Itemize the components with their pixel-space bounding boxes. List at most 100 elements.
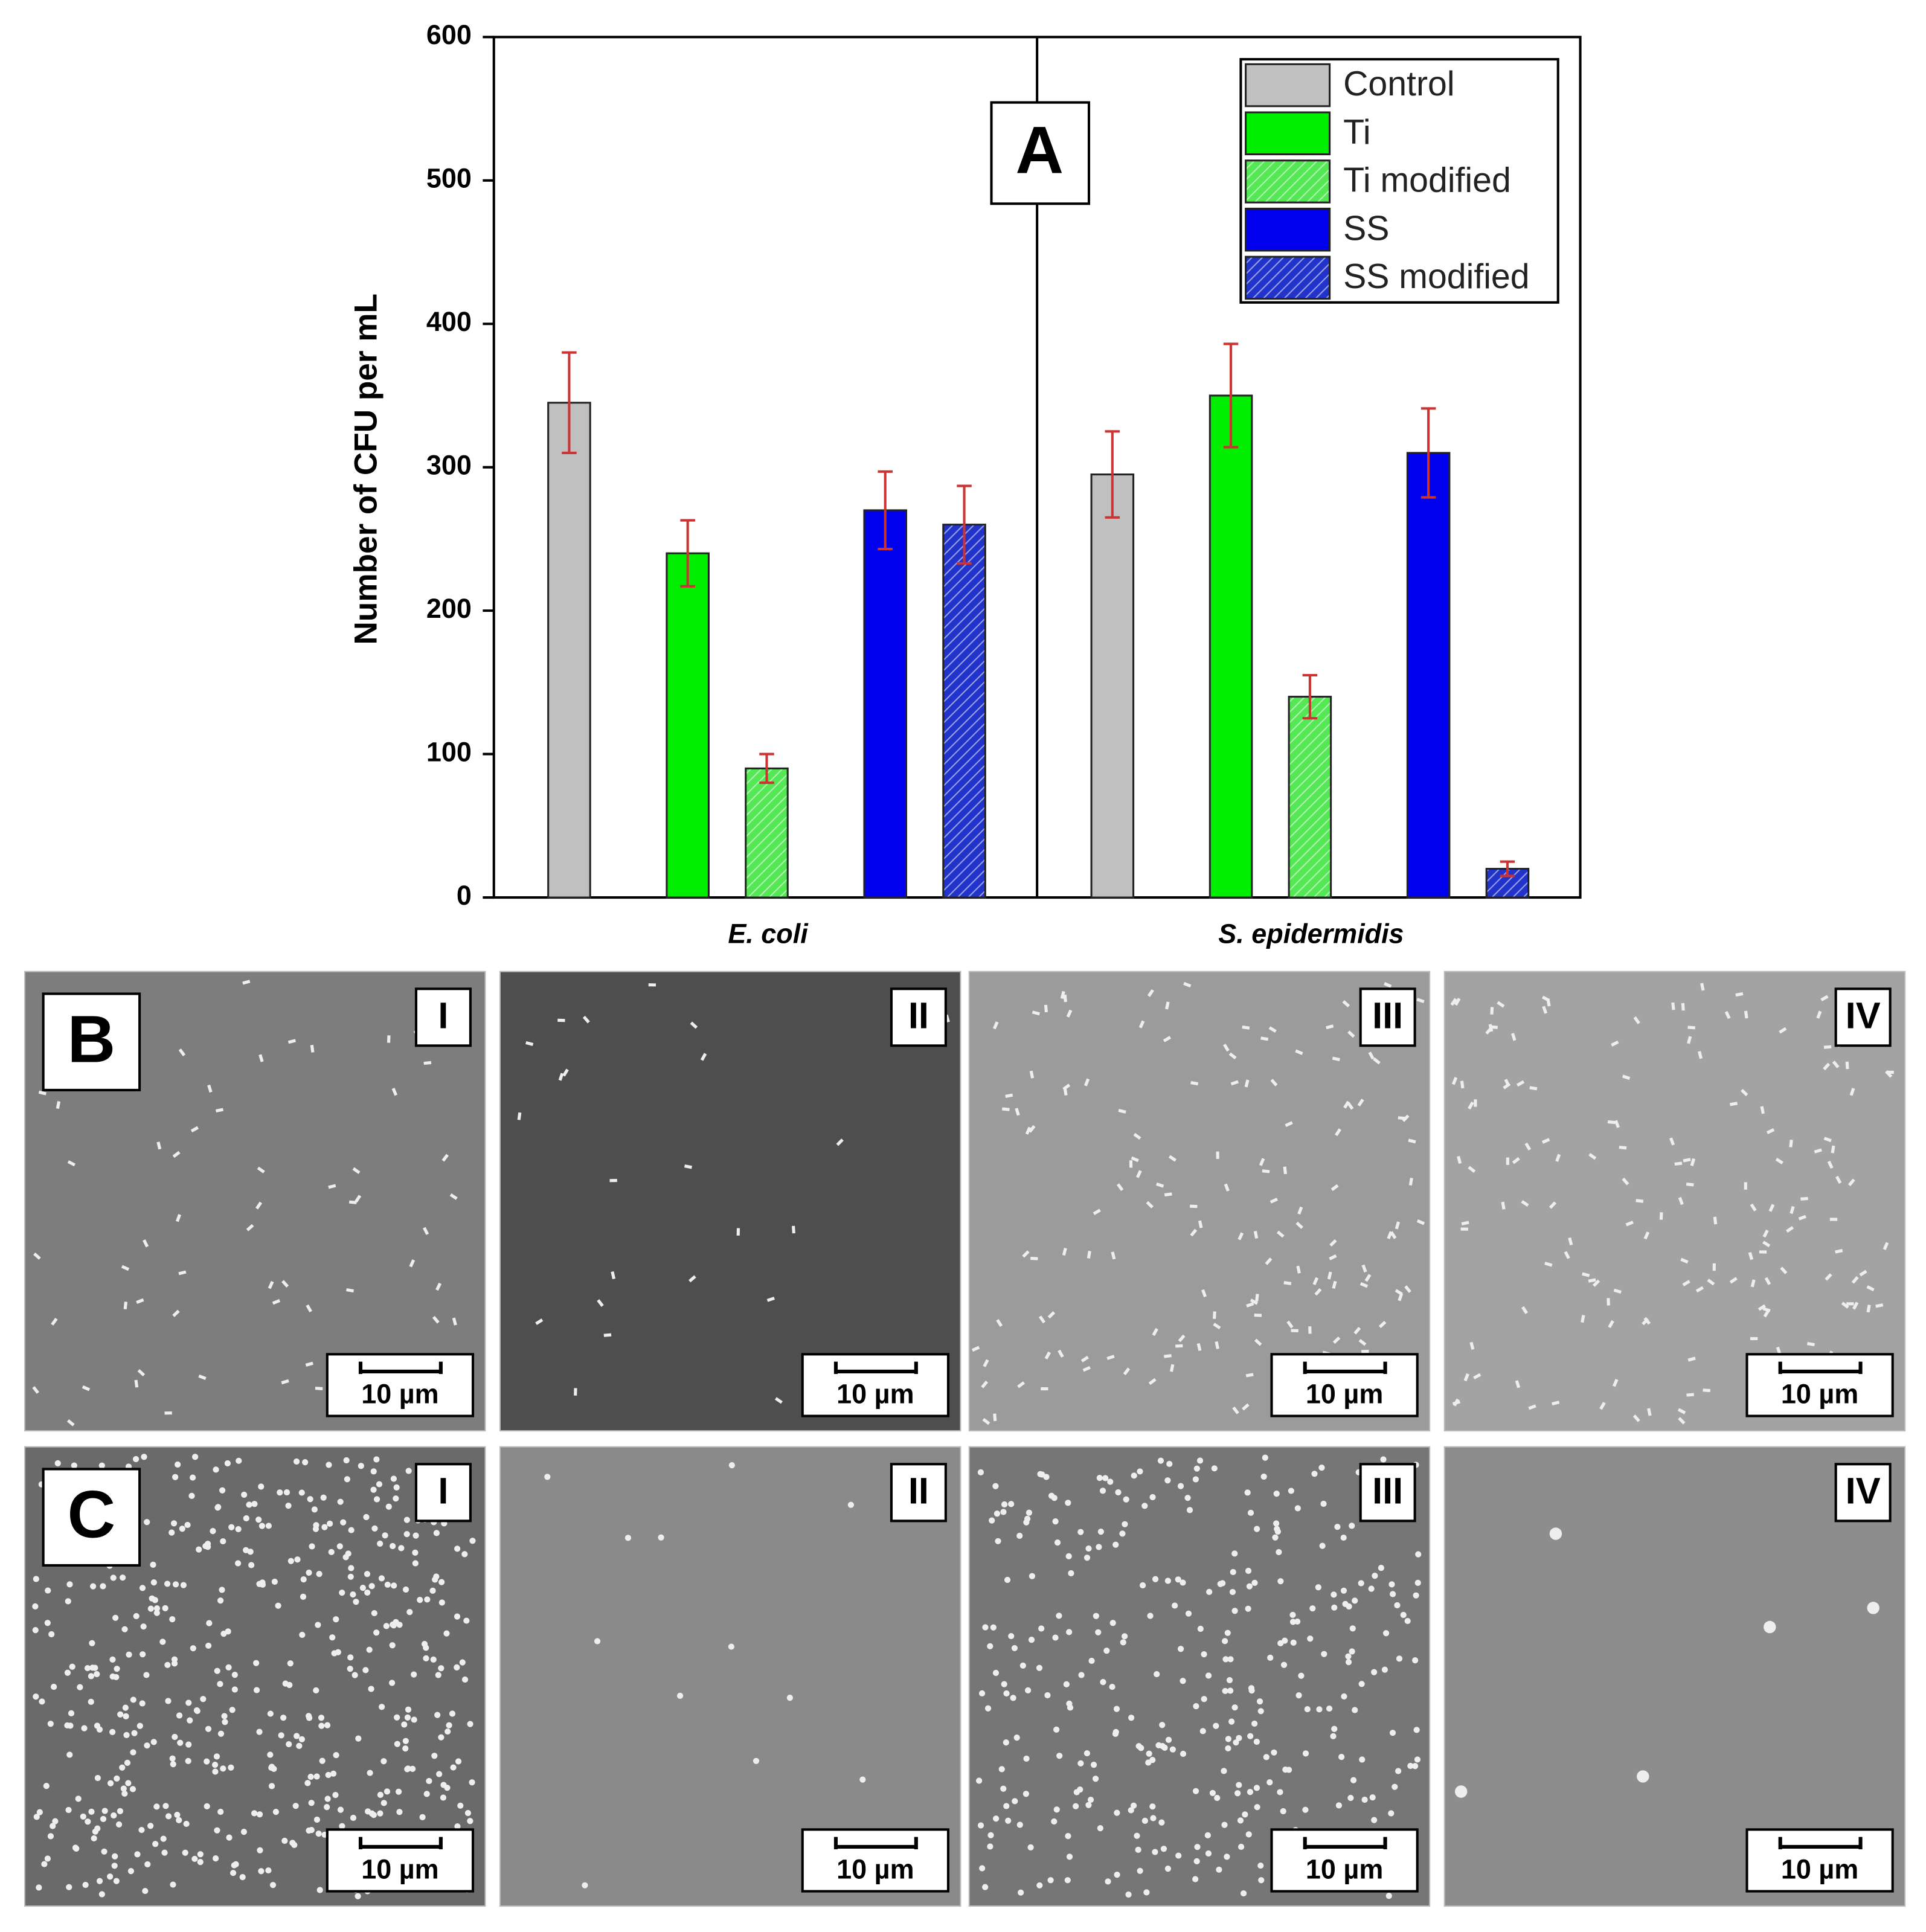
bacterium — [1501, 1201, 1506, 1210]
bacterium — [1750, 1337, 1758, 1341]
bacterium — [51, 1317, 58, 1326]
bacterium — [164, 1661, 171, 1668]
bacterium — [1029, 1573, 1036, 1579]
bacterium — [1288, 1488, 1294, 1494]
legend-swatch — [1245, 111, 1331, 156]
bacterium — [1764, 1277, 1771, 1285]
bacterium — [1786, 1225, 1794, 1233]
bacterium — [390, 1621, 396, 1628]
bacterium — [1394, 1602, 1401, 1609]
bacterium — [1490, 1007, 1494, 1015]
bacterium — [1156, 1182, 1164, 1188]
bacterium — [1063, 1088, 1068, 1096]
bacterium — [1402, 1114, 1410, 1122]
bacterium — [454, 1664, 460, 1670]
bacterium — [1516, 1080, 1525, 1087]
bacterium — [728, 1462, 735, 1469]
bacterium — [1137, 1468, 1143, 1475]
bacterium — [411, 1671, 417, 1678]
bacterium — [464, 1809, 472, 1817]
bacterium — [1047, 1877, 1054, 1884]
bacterium — [294, 1556, 301, 1563]
bacterium — [1285, 1121, 1293, 1128]
bacterium — [1192, 1876, 1199, 1882]
bacterium — [89, 1640, 95, 1646]
bacterium — [1003, 1803, 1010, 1809]
bacterium — [1221, 1821, 1228, 1828]
bacterium — [1361, 1349, 1369, 1353]
bacterium — [324, 1804, 330, 1811]
bacterium — [153, 1803, 160, 1810]
bacterium — [174, 1811, 181, 1818]
bacterium — [1274, 1526, 1280, 1532]
bacterium — [1005, 1093, 1013, 1098]
bacterium — [1251, 1579, 1258, 1587]
bacterium — [200, 1696, 207, 1703]
bacterium — [1063, 1681, 1070, 1687]
bacterium — [1226, 1677, 1233, 1684]
bacterium — [1304, 1706, 1311, 1713]
bacterium — [1052, 1518, 1059, 1525]
bacterium — [1581, 1315, 1585, 1323]
bacterium — [1825, 1273, 1832, 1281]
bacterium — [171, 1656, 178, 1663]
legend-label: Ti modified — [1343, 161, 1511, 200]
bacterium — [198, 1374, 207, 1381]
bacterium — [1345, 1653, 1352, 1660]
bacterium — [1230, 1568, 1236, 1576]
bacterium — [1131, 1472, 1137, 1479]
bacterium — [1302, 1750, 1309, 1757]
scale-label: 10 µm — [1306, 1379, 1383, 1410]
bacterium — [1149, 1803, 1156, 1810]
bacterium — [1506, 1157, 1509, 1165]
bacterium — [1227, 1687, 1234, 1694]
bacterium — [39, 1698, 45, 1705]
bacterium — [1542, 1006, 1548, 1014]
bacterium — [1120, 1639, 1126, 1646]
bacterium — [147, 1605, 154, 1612]
bacterium — [217, 1597, 224, 1604]
bacterium — [1080, 1355, 1089, 1362]
bacterium — [1237, 1817, 1244, 1824]
bacterium — [52, 1818, 59, 1824]
bacterium — [339, 1589, 345, 1596]
bacterium — [196, 1546, 202, 1553]
scale-label: 10 µm — [1306, 1854, 1383, 1885]
bacterium — [1015, 1108, 1020, 1116]
legend-label: Ti — [1343, 113, 1371, 152]
bacterium — [162, 1605, 169, 1611]
bacterium — [1380, 1456, 1387, 1463]
bacterium — [1219, 1580, 1226, 1587]
panel-label-box — [1359, 1463, 1416, 1523]
bacterium — [1608, 1320, 1614, 1329]
bacterium — [1088, 1657, 1095, 1664]
bacterium — [355, 1893, 361, 1899]
bacterium — [1047, 1311, 1056, 1319]
bacterium — [1357, 1099, 1364, 1107]
bacterium — [41, 1861, 48, 1867]
bacterium — [353, 1599, 359, 1605]
bacterium — [989, 1517, 995, 1524]
bacterium — [348, 1565, 355, 1571]
bacterium — [404, 1766, 411, 1773]
annotation: A — [1015, 114, 1064, 188]
bacterium — [33, 1252, 41, 1260]
bacterium — [1201, 1696, 1207, 1703]
bacterium — [77, 1684, 83, 1690]
bacterium — [1712, 1263, 1716, 1271]
bacterium — [1415, 1551, 1422, 1558]
bacterium — [346, 1288, 355, 1293]
bacterium — [1408, 1138, 1416, 1144]
bacterium — [1085, 1802, 1092, 1808]
bacterium — [1260, 1473, 1267, 1480]
bacterium — [256, 1581, 263, 1587]
bacterium — [257, 1847, 263, 1853]
bacterium — [1372, 1573, 1378, 1579]
bacterium — [217, 1681, 223, 1687]
bacterium — [1135, 1170, 1142, 1178]
bacterium — [1129, 1160, 1133, 1168]
bacterium — [134, 1851, 141, 1858]
bacterium — [562, 1068, 569, 1077]
bacterium — [1671, 1002, 1675, 1010]
